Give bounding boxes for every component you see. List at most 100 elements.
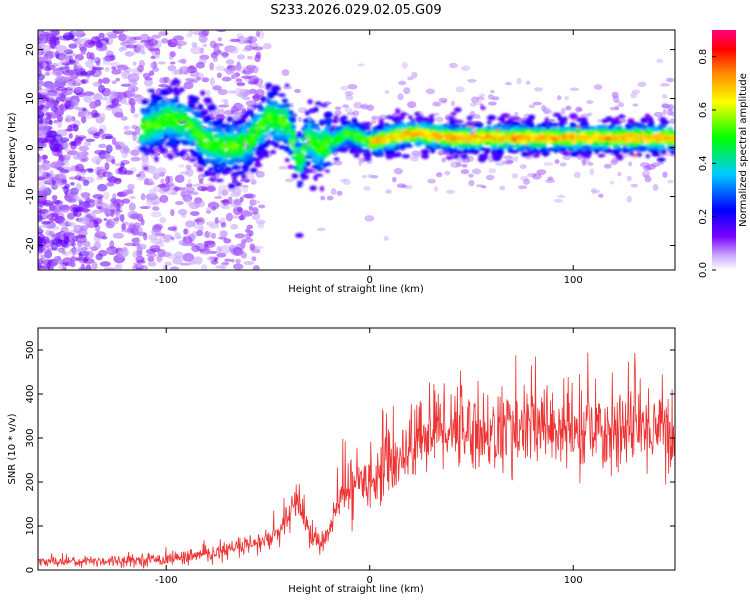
spectrogram-blob [229, 215, 240, 219]
spectrogram-blob [242, 209, 249, 216]
spectrogram-ridge-blob [461, 150, 469, 154]
spectrogram-blob [123, 130, 135, 136]
spectrogram-blob [120, 116, 128, 121]
spectrogram-ridge-blob [395, 128, 404, 135]
spectrogram-blob [603, 163, 612, 169]
spectrogram-ridge-blob [182, 105, 187, 110]
spectrogram-ridge-blob [371, 129, 379, 134]
spectrogram-ridge-blob [208, 167, 214, 172]
spectrogram-blob [68, 248, 81, 256]
spectrogram-ridge-blob [153, 106, 160, 113]
spectrogram-ridge-blob [451, 147, 459, 154]
spectrogram-blob [258, 204, 266, 209]
spectrogram-ridge-blob [199, 129, 205, 135]
spectrogram-ridge-blob [598, 128, 604, 134]
spectrogram-ridge-blob [435, 125, 442, 131]
spectrogram-blob [54, 215, 65, 224]
spectrogram-blob [81, 194, 89, 200]
spectrogram-ridge-blob [180, 149, 187, 155]
spectrogram-ridge-blob [643, 138, 651, 144]
spectrogram-blob [147, 261, 157, 267]
spectrogram-blob [245, 193, 256, 199]
spectrogram-ridge-blob [603, 140, 611, 146]
spectrogram-ridge-blob [281, 98, 289, 104]
spectrogram-ridge-blob [181, 140, 191, 146]
spectrogram-blob [70, 255, 76, 264]
spectrogram-blob [198, 34, 208, 43]
spectrogram-blob [591, 189, 601, 194]
spectrogram-blob [499, 185, 506, 191]
spectrogram-blob [475, 115, 482, 120]
spectrogram-blob [180, 188, 185, 193]
spectrogram-ridge-blob [594, 132, 600, 138]
spectrogram-blob [123, 90, 133, 99]
spectrogram-ridge-blob [313, 175, 318, 181]
spectrogram-blob [175, 200, 184, 206]
spectrogram-blob [473, 100, 483, 106]
spectrogram-blob [174, 174, 185, 183]
spectrogram-ridge-blob [171, 79, 181, 85]
spectrogram-blob [618, 102, 625, 108]
spectrogram-blob [64, 183, 70, 190]
spectrogram-blob [41, 259, 54, 266]
spectrogram-ridge-blob [324, 118, 333, 123]
spectrogram-blob [167, 38, 179, 48]
spectrogram-ridge-blob [572, 143, 580, 150]
spectrogram-blob [106, 249, 113, 254]
top-x-ticks: -100 0 100 [155, 30, 583, 286]
spectrogram-blob [80, 71, 88, 76]
spectrogram-blob [652, 183, 659, 191]
spectrogram-blob [75, 163, 85, 172]
spectrogram-blob [121, 70, 131, 80]
spectrogram-ridge-blob [312, 164, 320, 169]
spectrogram-ridge-blob [365, 138, 371, 143]
spectrogram-blob [164, 261, 173, 267]
spectrogram-blob [511, 173, 519, 179]
spectrogram-blob [128, 202, 136, 211]
spectrogram-ridge-blob [294, 142, 303, 147]
spectrogram-ridge-blob [270, 149, 277, 155]
spectrogram-blob [637, 81, 647, 88]
spectrogram-blob [488, 101, 497, 106]
spectrogram-blob [209, 62, 215, 71]
spectrogram-blob [225, 212, 233, 222]
spectrogram-ridge-blob [245, 155, 254, 160]
spectrogram-ridge-blob [331, 118, 339, 124]
spectrogram-ridge-blob [510, 116, 518, 120]
spectrogram-ridge-blob [358, 148, 364, 153]
spectrogram-ridge-blob [178, 109, 186, 114]
spectrogram-blob [106, 50, 114, 57]
spectrogram-ridge-blob [178, 87, 185, 93]
spectrogram-ridge-blob [560, 147, 567, 151]
spectrogram-blob [59, 97, 72, 101]
spectrogram-blob [96, 40, 103, 49]
spectrogram-blob [401, 61, 408, 69]
spectrogram-ridge-blob [255, 125, 261, 130]
spectrogram-ridge-blob [576, 140, 584, 145]
spectrogram-ridge-blob [388, 139, 398, 145]
spectrogram-ridge-blob [215, 178, 224, 183]
spectrogram-blob [344, 90, 354, 96]
spectrogram-blob [105, 98, 111, 106]
spectrogram-blob [385, 189, 392, 194]
spectrogram-ridge-blob [451, 119, 461, 123]
spectrogram-blob [190, 243, 196, 248]
spectrogram-ridge-blob [197, 158, 205, 165]
spectrogram-ridge-blob [540, 135, 547, 141]
spectrogram-blob [167, 226, 177, 231]
spectrogram-ridge-blob [457, 135, 465, 139]
spectrogram-blob [38, 214, 43, 223]
spectrogram-ridge-blob [486, 120, 492, 125]
spectrogram-ridge-blob [557, 140, 566, 145]
spectrogram-ridge-blob [601, 118, 609, 124]
spectrogram-blob [392, 176, 397, 183]
spectrogram-blob [50, 262, 57, 267]
spectrogram-ridge-blob [461, 124, 466, 129]
spectrogram-blob [44, 72, 51, 77]
spectrogram-ridge-blob [323, 112, 329, 119]
spectrogram-blob [137, 64, 144, 73]
spectrogram-ridge-blob [347, 136, 354, 141]
spectrogram-ridge-blob [453, 107, 462, 113]
spectrogram-ridge-blob [236, 158, 242, 163]
